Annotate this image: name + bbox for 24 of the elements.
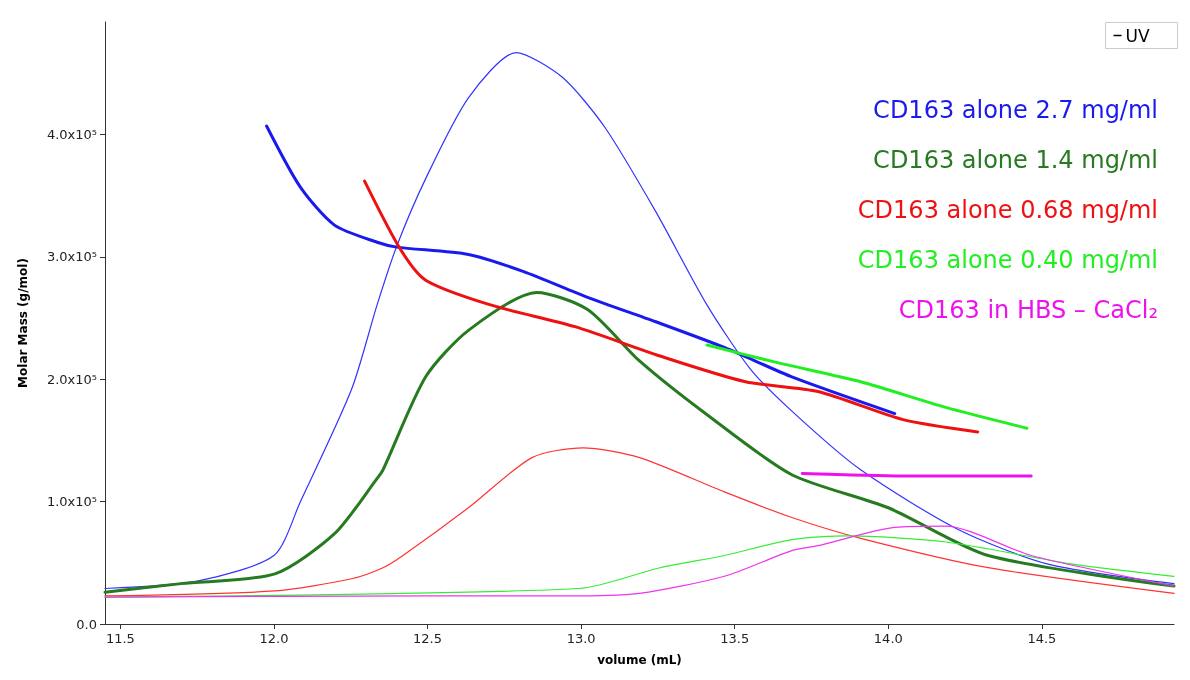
y-tick-label: 4.0x10⁵ — [46, 127, 97, 143]
annotation: UV — [1125, 25, 1150, 46]
line-series — [103, 290, 1176, 594]
x-axis-title: volume (mL) — [597, 653, 682, 667]
text: CD163 alone 2.7 mg/ml — [873, 96, 1159, 124]
x-tick-label: 12.0 — [259, 631, 289, 646]
text: CD163 alone 1.4 mg/ml — [873, 146, 1159, 174]
text: CD163 alone 0.40 mg/ml — [857, 246, 1158, 274]
y-tick-label: 1.0x10⁵ — [46, 494, 97, 510]
x-tick-label: 13.0 — [566, 631, 596, 646]
y-tick-label: 0.0 — [76, 616, 97, 632]
line-series — [104, 447, 1175, 597]
y-tick-label: 2.0x10⁵ — [46, 371, 97, 387]
line-series — [705, 343, 1029, 430]
x-tick-label: 12.5 — [413, 631, 443, 646]
text: CD163 in HBS – CaCl₂ — [898, 296, 1158, 324]
x-tick-label: 13.5 — [720, 631, 750, 646]
text: CD163 alone 0.68 mg/ml — [857, 196, 1158, 224]
x-tick-label: 11.5 — [105, 631, 135, 646]
line-series — [104, 51, 1175, 590]
x-tick-label: 14.5 — [1027, 631, 1057, 646]
y-tick-label: 3.0x10⁵ — [46, 249, 97, 265]
y-axis-title: Molar Mass (g/mol) — [16, 258, 30, 388]
x-tick-label: 14.0 — [873, 631, 903, 646]
